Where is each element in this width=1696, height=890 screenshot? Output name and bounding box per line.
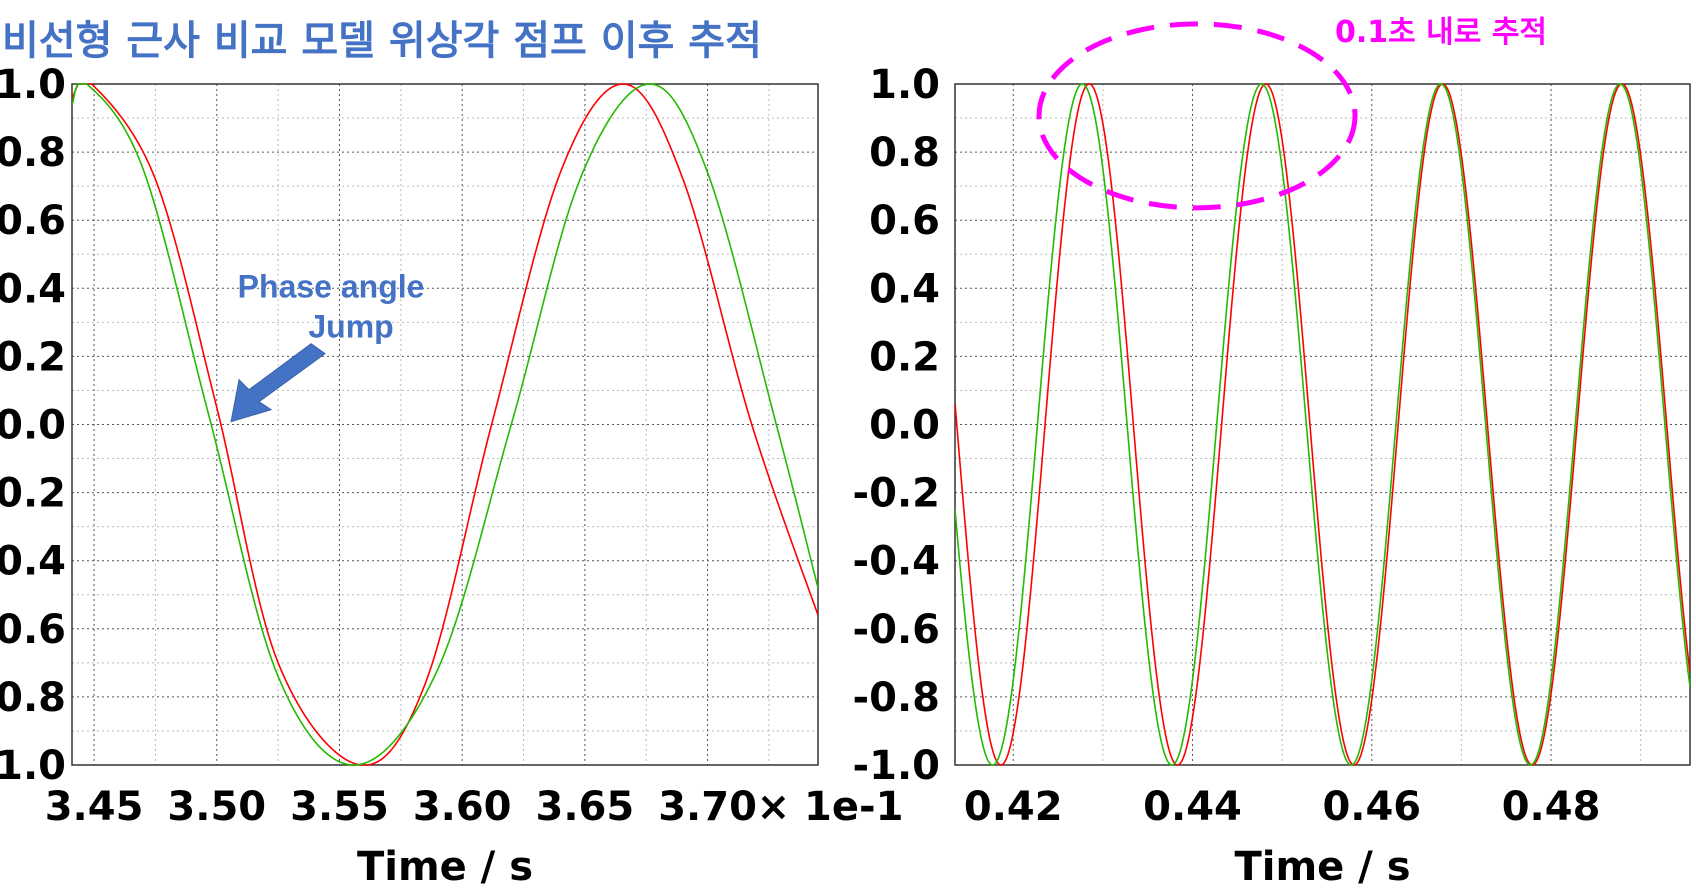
y-tick-label: -0.4 xyxy=(853,539,940,585)
y-tick-label: 0.2 xyxy=(0,334,66,380)
x-tick-label: 0.48 xyxy=(1502,784,1601,830)
phase-jump-arrow xyxy=(230,343,326,423)
y-tick-label: -0.2 xyxy=(0,471,66,517)
series-line-green xyxy=(955,83,1690,766)
annotation-line-1: Phase angle xyxy=(238,269,425,305)
y-tick-label: -0.4 xyxy=(0,539,66,585)
y-tick-label: 1.0 xyxy=(869,62,940,108)
y-tick-label: 0.0 xyxy=(0,403,66,449)
y-tick-label: -0.6 xyxy=(0,607,66,653)
left-chart: 1.00.80.60.40.20.0-0.2-0.4-0.6-0.8-1.03.… xyxy=(0,62,903,890)
y-tick-label: 0.8 xyxy=(869,130,940,176)
y-tick-label: -1.0 xyxy=(0,743,66,789)
x-tick-label: 3.55 xyxy=(290,784,389,830)
series-line-red xyxy=(955,83,1690,766)
x-multiplier-label: × 1e-1 xyxy=(757,784,904,830)
y-tick-label: 0.8 xyxy=(0,130,66,176)
series-line-green xyxy=(72,83,818,766)
y-tick-label: -0.2 xyxy=(853,471,940,517)
figure-title: 비선형 근사 비교 모델 위상각 점프 이후 추적 xyxy=(2,18,762,64)
y-tick-label: -0.8 xyxy=(0,675,66,721)
plot-frame xyxy=(954,83,1691,766)
x-tick-label: 0.46 xyxy=(1322,784,1421,830)
y-tick-label: 0.0 xyxy=(869,403,940,449)
plot-frame xyxy=(71,83,819,766)
x-tick-label: 3.65 xyxy=(536,784,635,830)
y-tick-label: 0.6 xyxy=(0,198,66,244)
y-tick-label: 1.0 xyxy=(0,62,66,108)
y-tick-label: 0.2 xyxy=(869,334,940,380)
x-tick-label: 3.70 xyxy=(658,784,757,830)
x-axis-label: Time / s xyxy=(1234,844,1410,890)
right-chart: 1.0 0.8 0.6 0.4 0.2 0.0 -0.2 -0.4 -0.6 -0.8 -1.0 0.… xyxy=(853,15,1691,890)
x-tick-label: 3.45 xyxy=(45,784,144,830)
y-tick-label: -0.8 xyxy=(853,675,940,721)
y-tick-label: 0.4 xyxy=(0,266,66,312)
x-tick-label: 3.50 xyxy=(167,784,266,830)
y-tick-label: 0.6 xyxy=(869,198,940,244)
series-line-red xyxy=(72,83,818,766)
highlight-ellipse xyxy=(1036,21,1358,211)
y-tick-label: 0.4 xyxy=(869,266,940,312)
x-axis-label: Time / s xyxy=(357,844,533,890)
arrow-shape xyxy=(230,343,326,423)
x-tick-label: 0.42 xyxy=(964,784,1063,830)
y-tick-label: -0.6 xyxy=(853,607,940,653)
x-tick-label: 0.44 xyxy=(1143,784,1242,830)
tracking-annotation: 0.1초 내로 추적 xyxy=(1335,15,1547,50)
x-tick-label: 3.60 xyxy=(413,784,512,830)
y-tick-label: -1.0 xyxy=(853,743,940,789)
annotation-line-2: Jump xyxy=(308,309,393,345)
